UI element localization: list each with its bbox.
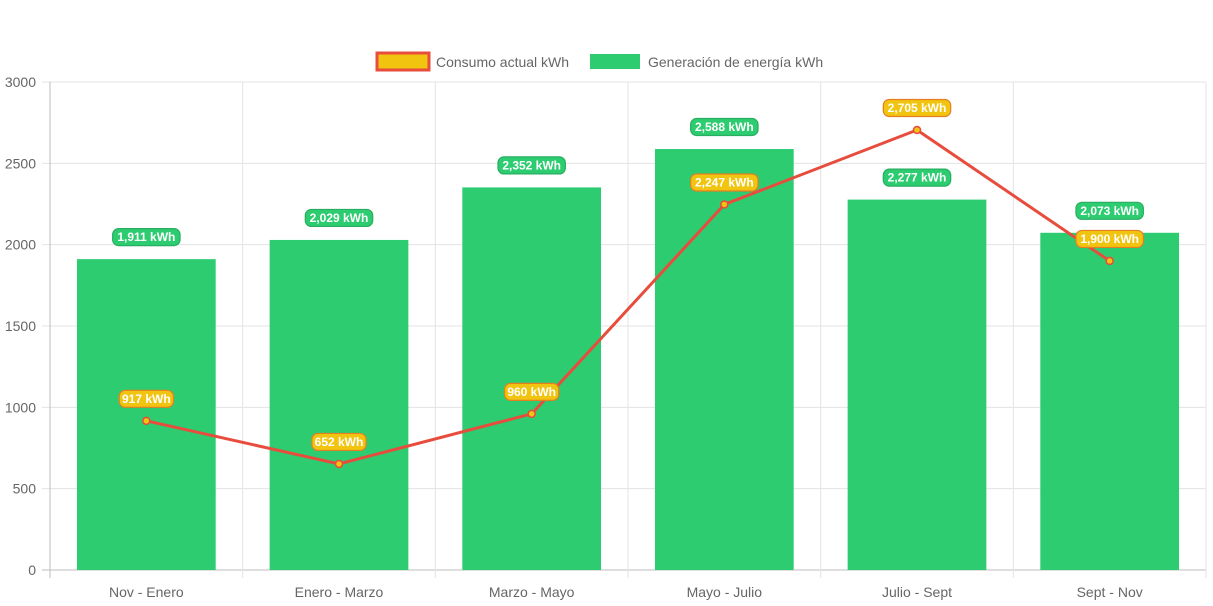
bar-data-label-bg [1075,201,1144,220]
legend-swatch-generacion [590,54,640,69]
grid [42,81,1207,578]
line-data-label-bg [311,432,367,452]
line-data-label-bg [690,173,759,192]
bar-data-label-text: 2,073 kWh [1080,204,1139,218]
x-tick-label: Julio - Sept [882,584,952,600]
bar-data-label: 2,588 kWh [690,117,759,137]
legend-label-generacion: Generación de energía kWh [648,54,823,70]
line-data-label-text: 917 kWh [122,392,171,406]
y-tick-label: 500 [13,481,37,497]
x-tick-label: Sept - Nov [1077,584,1143,600]
bar-data-label-text: 2,029 kWh [310,211,369,225]
bar-data-label: 1,911 kWh [112,228,181,247]
x-tick-label: Mayo - Julio [687,584,763,600]
line-data-label-text: 652 kWh [315,435,364,449]
line-data-label: 2,705 kWh [882,98,952,118]
bar-data-label-bg [304,208,374,228]
bar[interactable] [847,199,987,570]
legend-swatch-consumo [375,51,431,72]
line-point[interactable] [334,459,344,469]
line-point[interactable] [142,416,151,426]
bar-data-label-bg [690,117,759,137]
y-tick-label: 1000 [5,399,36,415]
bar-data-label-bg [882,168,952,187]
bar-data-label-bg [497,156,566,175]
consumo-line [146,128,1111,466]
bar[interactable] [76,259,216,570]
bars [76,149,1180,571]
y-tick-label: 2000 [5,237,36,253]
bar[interactable] [269,239,409,570]
bar[interactable] [462,187,602,570]
line-data-label: 960 kWh [503,382,560,401]
y-tick-label: 0 [28,562,36,578]
bar-data-label: 2,352 kWh [497,156,566,175]
line-data-label-text: 2,247 kWh [695,175,754,189]
x-axis: Nov - Enero Enero - Marzo Marzo - Mayo Mayo… [109,584,1143,600]
bar-data-label-text: 2,588 kWh [695,120,754,134]
line-point[interactable] [720,200,729,209]
y-axis: 0 500 1000 1500 2000 2500 3000 [5,74,36,578]
y-tick-label: 3000 [5,74,36,90]
line-series [142,125,1114,469]
legend: Consumo actual kWh Generación de energía… [375,51,823,72]
y-tick-label: 2500 [5,155,36,171]
x-tick-label: Nov - Enero [109,584,184,600]
y-tick-label: 1500 [5,318,36,334]
line-point[interactable] [1105,256,1114,266]
bar-data-label: 2,277 kWh [882,168,952,187]
line-data-label-text: 960 kWh [507,385,556,399]
bar-data-label-text: 2,277 kWh [888,171,947,185]
line-point[interactable] [912,125,922,135]
line-data-label: 917 kWh [118,389,175,408]
bar[interactable] [1040,232,1180,571]
bar-data-label-text: 1,911 kWh [117,230,175,244]
line-data-label: 2,247 kWh [690,173,759,192]
bar-data-label: 2,029 kWh [304,208,374,228]
bar[interactable] [654,149,794,570]
line-data-label-bg [882,98,952,118]
legend-label-consumo: Consumo actual kWh [436,54,569,70]
line-point[interactable] [527,409,536,419]
data-labels: 1,911 kWh 2,029 kWh 2,352 kWh 2,588 kWh 2,27… [112,98,1144,452]
line-data-label-bg [503,382,560,401]
legend-item-generacion[interactable]: Generación de energía kWh [590,54,823,70]
x-tick-label: Marzo - Mayo [489,584,575,600]
line-data-label-bg [118,389,175,408]
line-data-label: 1,900 kWh [1075,229,1144,249]
legend-item-consumo[interactable]: Consumo actual kWh [375,51,569,72]
bar-data-label: 2,073 kWh [1075,201,1144,220]
line-data-label-bg [1075,229,1144,249]
line-data-label-text: 1,900 kWh [1080,232,1139,246]
line-data-label-text: 2,705 kWh [888,101,947,115]
bar-data-label-bg [112,228,181,247]
x-tick-label: Enero - Marzo [295,584,384,600]
line-data-label: 652 kWh [311,432,367,452]
bar-data-label-text: 2,352 kWh [502,158,561,172]
